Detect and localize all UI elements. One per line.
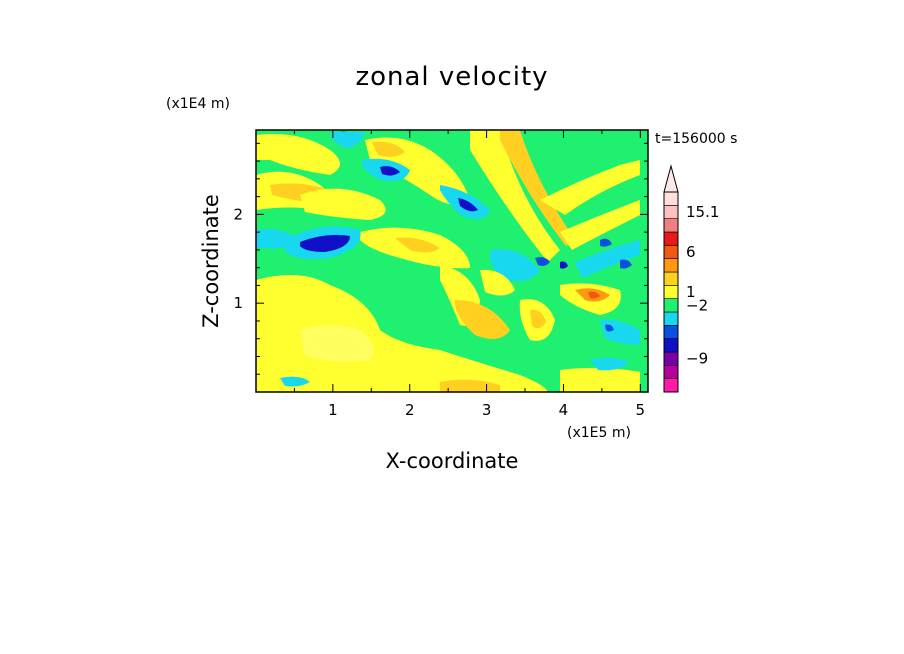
contour-region	[500, 130, 575, 246]
x-tick-label: 4	[559, 401, 569, 419]
contour-region	[300, 234, 350, 252]
contour-region	[560, 200, 640, 250]
colorbar-level	[663, 231, 679, 246]
colorbar-level	[663, 258, 679, 273]
colorbar-tick-label: 1	[686, 283, 696, 301]
colorbar-level	[663, 311, 679, 326]
x-axis-title: X-coordinate	[386, 449, 519, 473]
colorbar-level	[663, 325, 679, 339]
colorbar-tick-label: 15.1	[686, 203, 719, 221]
contour-region	[440, 379, 500, 392]
time-label: t=156000 s	[655, 131, 737, 147]
colorbar-level	[663, 378, 679, 393]
contour-region	[490, 249, 540, 282]
contour-region	[330, 132, 365, 148]
contour-region	[380, 166, 400, 176]
contour-region	[535, 257, 550, 266]
x-tick-label: 3	[482, 401, 492, 419]
colorbar-level	[663, 205, 679, 219]
contour-region	[395, 237, 440, 253]
contour-field	[256, 130, 640, 392]
contour-region	[280, 376, 310, 387]
colorbar-level	[663, 191, 679, 206]
contour-region	[588, 291, 600, 299]
colorbar-labels: 15.1 6 1−2 −9	[686, 203, 719, 368]
colorbar-level	[663, 285, 679, 299]
x-tick-label: 5	[636, 401, 646, 419]
chart-title: zonal velocity	[355, 62, 548, 92]
y-tick-label: 2	[233, 205, 243, 223]
x-tick-label: 1	[328, 401, 338, 419]
plot-frame	[255, 129, 649, 393]
contour-region	[620, 259, 632, 269]
contour-region	[372, 141, 405, 157]
x-unit-label: (x1E5 m)	[567, 425, 631, 441]
colorbar-level	[663, 338, 679, 353]
y-axis: 12	[233, 142, 648, 375]
contour-region	[590, 357, 630, 371]
contour-region	[575, 240, 640, 278]
colorbar-level	[663, 365, 679, 379]
colorbar-extend-arrow	[663, 164, 679, 193]
colorbar-level	[663, 245, 679, 259]
contour-region	[605, 324, 614, 332]
contour-region	[300, 325, 374, 362]
contour-region	[470, 130, 560, 262]
contour-region	[600, 238, 612, 247]
x-tick-label: 2	[405, 401, 415, 419]
contour-region	[540, 160, 640, 215]
contour-plot-area	[255, 129, 649, 393]
contour-region	[455, 300, 510, 339]
contour-region	[560, 261, 568, 269]
contour-region	[560, 367, 640, 392]
colorbar-segments	[663, 191, 679, 393]
colorbar: 15.1 6 1−2 −9	[663, 164, 719, 393]
contour-region	[530, 309, 546, 329]
contour-region	[458, 198, 478, 212]
colorbar-level	[663, 271, 679, 286]
colorbar-tick-label: 6	[686, 243, 696, 261]
contour-region	[256, 134, 340, 175]
colorbar-level	[663, 298, 679, 313]
y-tick-label: 1	[233, 294, 243, 312]
colorbar-level	[663, 218, 679, 233]
colorbar-tick-label: −2	[686, 296, 708, 314]
contour-region	[300, 188, 386, 220]
x-axis: 1 2 3 4 5	[255, 130, 646, 419]
colorbar-frame	[663, 191, 679, 393]
y-unit-label: (x1E4 m)	[166, 96, 230, 112]
contour-region	[480, 269, 515, 296]
colorbar-tick-label: −9	[686, 350, 708, 368]
colorbar-level	[663, 351, 679, 366]
y-axis-title: Z-coordinate	[199, 194, 223, 328]
